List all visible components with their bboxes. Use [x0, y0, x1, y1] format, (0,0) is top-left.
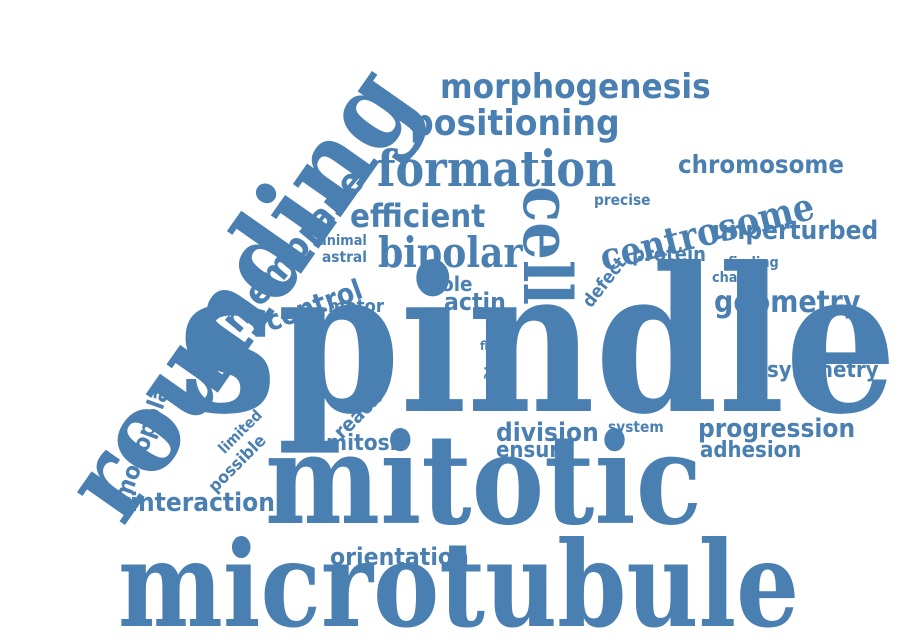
word-formation: formation: [377, 139, 617, 198]
word-change: change: [712, 270, 765, 286]
word-microtubule: microtubule: [118, 515, 800, 644]
word-protein: protein: [632, 242, 706, 266]
word-positioning: positioning: [410, 103, 620, 144]
word-geometry: geometry: [714, 285, 861, 320]
word-flat: flat: [480, 339, 501, 353]
word-role: role: [432, 272, 473, 296]
word-cell: cell: [508, 186, 586, 306]
word-unperturbed: unperturbed: [712, 216, 879, 246]
word-chromosome: chromosome: [678, 150, 844, 179]
word-motor: motor: [328, 296, 385, 317]
word-mitosis: mitosis: [326, 431, 409, 456]
word-bipolar: bipolar: [378, 228, 523, 277]
word-spindle: spindle: [178, 224, 897, 459]
word-astral: astral: [322, 248, 367, 266]
word-morphogenesis: morphogenesis: [440, 67, 711, 107]
word-division: division: [496, 418, 599, 448]
word-efficient: efficient: [350, 197, 486, 235]
word-system: system: [608, 418, 664, 436]
word-animal: animal: [318, 233, 367, 249]
word-orientation: orientation: [330, 543, 469, 571]
word-precise: precise: [594, 191, 651, 209]
word-finding: finding: [728, 255, 779, 271]
word-progression: progression: [698, 414, 856, 444]
word-symmetry: symmetry: [767, 358, 879, 383]
word-actin: actin: [444, 288, 506, 316]
word-ensure: ensure: [496, 438, 573, 463]
word-adhesion: adhesion: [700, 438, 802, 463]
word-interaction: interaction: [130, 488, 275, 518]
word-mitotic: mitotic: [265, 407, 702, 553]
